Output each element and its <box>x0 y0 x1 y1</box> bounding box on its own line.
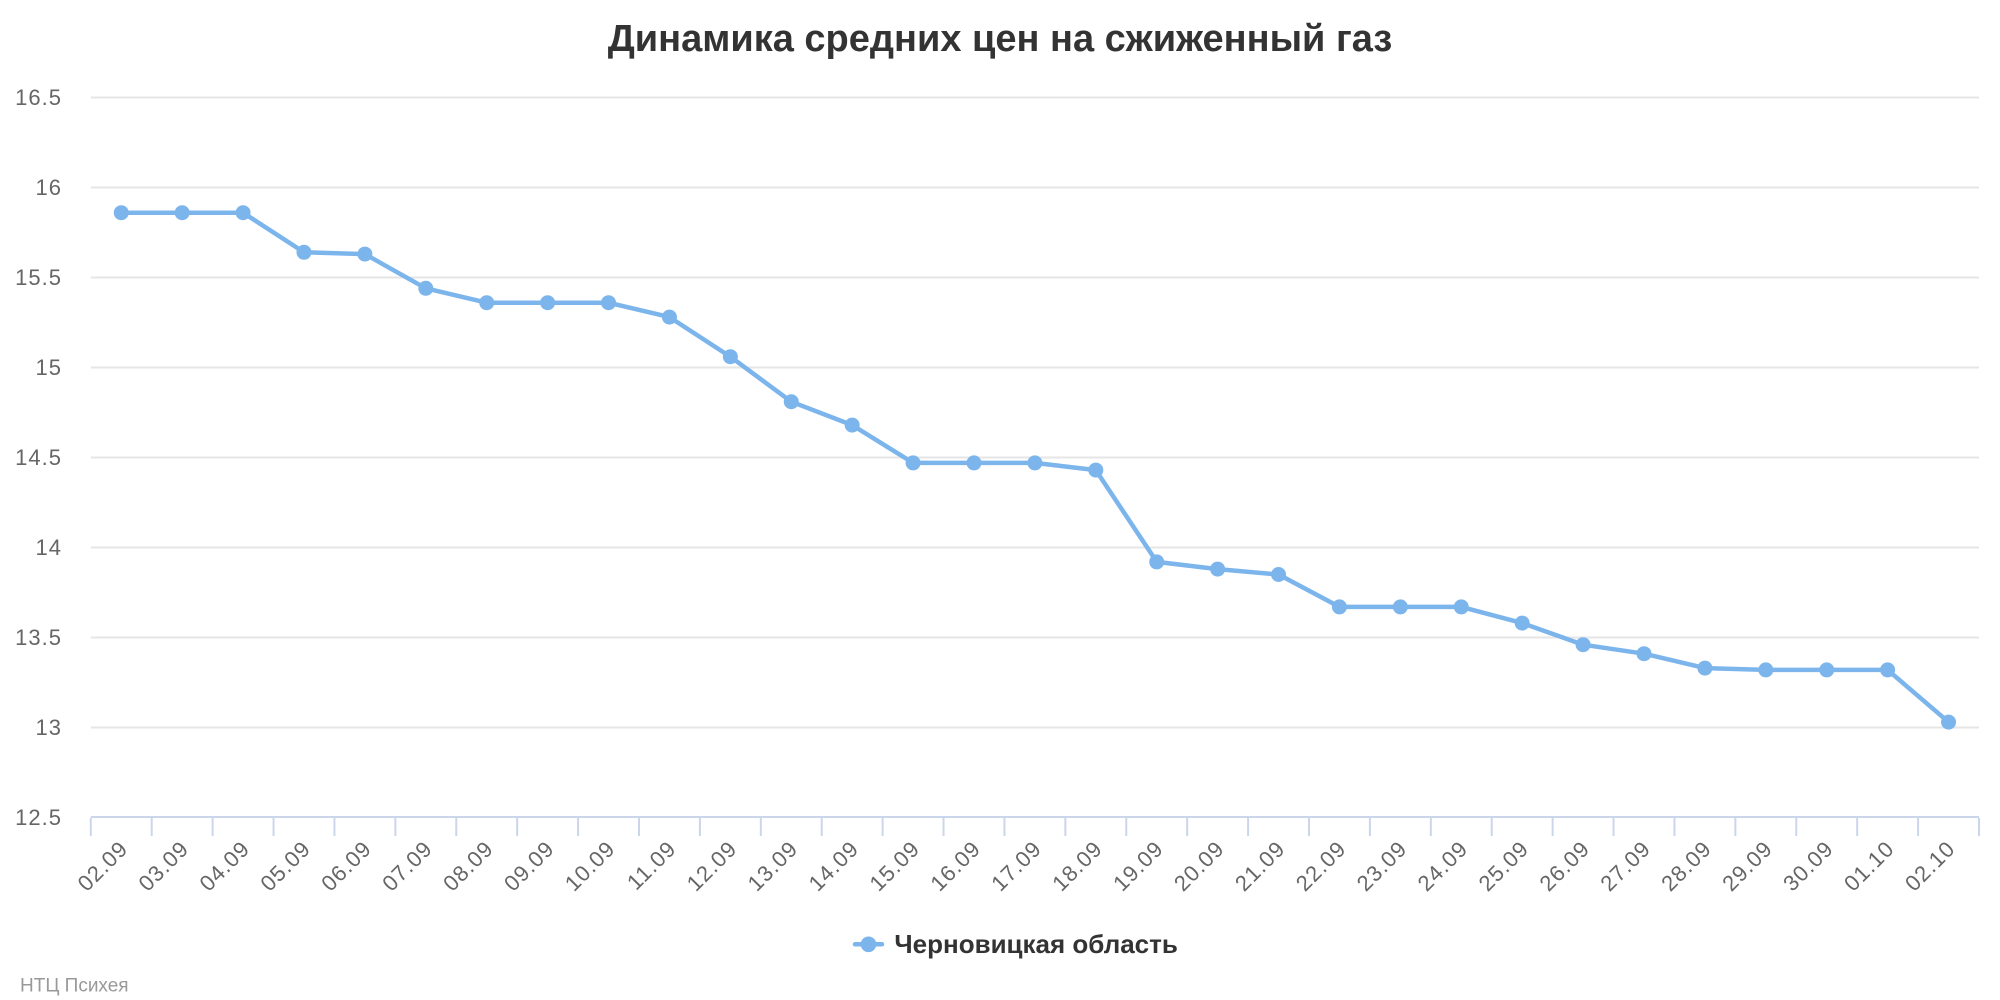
svg-text:Динамика средних цен на сжижен: Динамика средних цен на сжиженный газ <box>608 18 1393 60</box>
svg-text:13: 13 <box>36 715 62 740</box>
svg-text:15: 15 <box>36 355 62 380</box>
svg-text:НТЦ Психея: НТЦ Психея <box>20 976 129 997</box>
svg-text:13.5: 13.5 <box>15 625 62 650</box>
svg-text:16.5: 16.5 <box>15 85 62 110</box>
svg-text:12.5: 12.5 <box>15 805 62 830</box>
svg-text:Черновицкая область: Черновицкая область <box>894 929 1177 959</box>
svg-text:14.5: 14.5 <box>15 445 62 470</box>
svg-text:16: 16 <box>36 175 62 200</box>
svg-text:14: 14 <box>36 535 62 560</box>
svg-text:15.5: 15.5 <box>15 265 62 290</box>
